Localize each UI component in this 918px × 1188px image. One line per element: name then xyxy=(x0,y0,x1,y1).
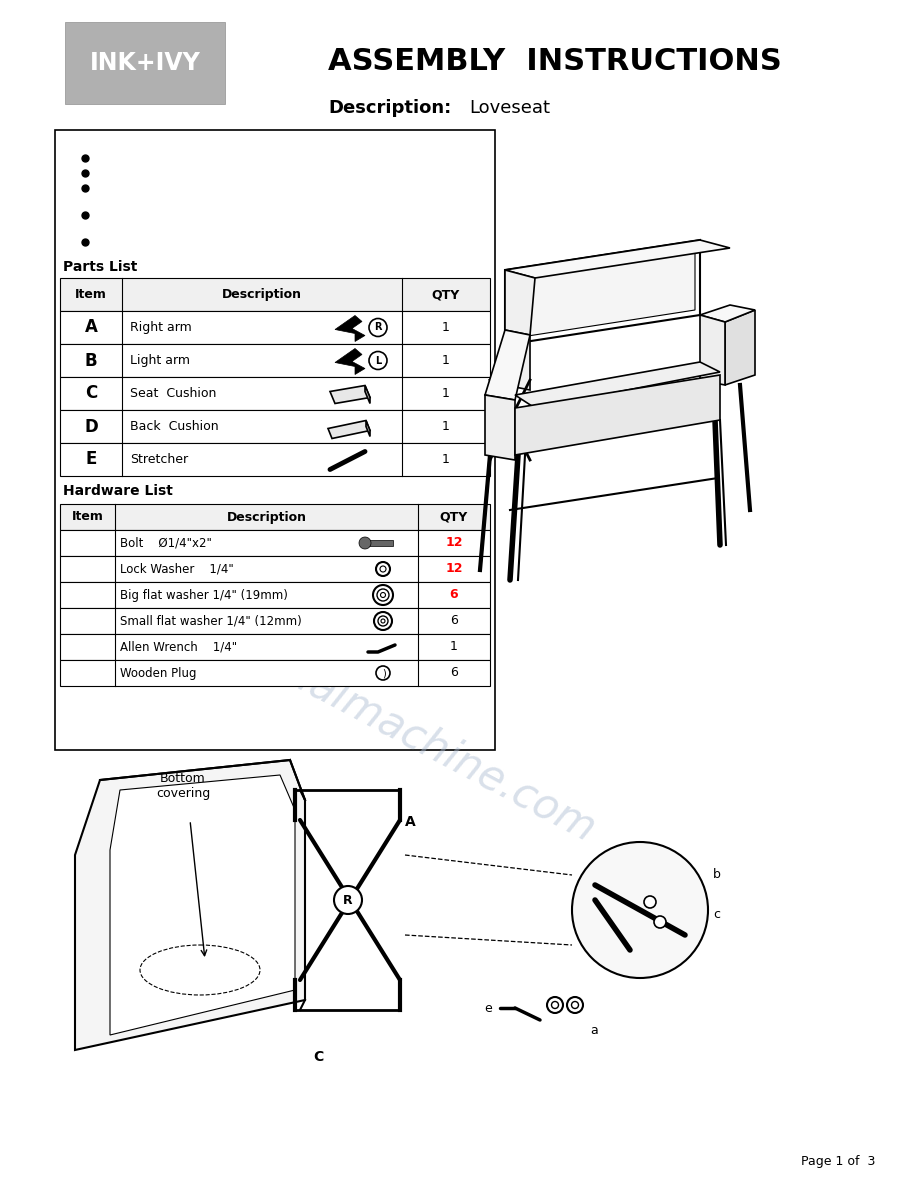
Polygon shape xyxy=(515,362,720,407)
Text: Stretcher: Stretcher xyxy=(130,453,188,466)
Text: 6: 6 xyxy=(450,666,458,680)
Text: Description:: Description: xyxy=(329,99,452,116)
Polygon shape xyxy=(505,330,530,390)
Bar xyxy=(60,377,490,410)
Polygon shape xyxy=(110,775,295,1035)
Text: Page 1 of  3: Page 1 of 3 xyxy=(800,1155,875,1168)
Text: R: R xyxy=(343,893,353,906)
Circle shape xyxy=(334,886,362,914)
Text: manualmachine.com: manualmachine.com xyxy=(197,609,603,851)
Bar xyxy=(60,556,490,582)
Text: D: D xyxy=(84,417,98,436)
Polygon shape xyxy=(515,375,720,455)
Text: C: C xyxy=(84,385,97,403)
Text: Hardware List: Hardware List xyxy=(63,484,173,498)
Bar xyxy=(65,23,225,105)
Bar xyxy=(60,311,490,345)
Circle shape xyxy=(359,537,371,549)
Text: Description: Description xyxy=(227,511,307,524)
Polygon shape xyxy=(330,385,370,404)
Text: 1: 1 xyxy=(442,421,450,432)
Circle shape xyxy=(572,1001,578,1009)
Text: Back  Cushion: Back Cushion xyxy=(130,421,218,432)
Circle shape xyxy=(380,565,386,571)
Text: c: c xyxy=(713,909,720,922)
Text: Item: Item xyxy=(72,511,104,524)
Text: b: b xyxy=(713,868,721,881)
Bar xyxy=(60,530,490,556)
Bar xyxy=(60,443,490,476)
Text: 6: 6 xyxy=(450,614,458,627)
Text: R: R xyxy=(375,322,382,333)
Text: B: B xyxy=(84,352,97,369)
Polygon shape xyxy=(515,252,695,339)
Bar xyxy=(60,582,490,608)
Polygon shape xyxy=(75,760,305,1050)
Text: Allen Wrench    1/4": Allen Wrench 1/4" xyxy=(120,640,237,653)
Bar xyxy=(60,345,490,377)
Text: QTY: QTY xyxy=(431,287,460,301)
Circle shape xyxy=(381,619,385,623)
Text: Bottom
covering: Bottom covering xyxy=(156,772,210,800)
Text: 1: 1 xyxy=(450,640,458,653)
Text: L: L xyxy=(375,355,381,366)
Text: 6: 6 xyxy=(450,588,458,601)
Polygon shape xyxy=(365,385,370,404)
Bar xyxy=(60,608,490,634)
Polygon shape xyxy=(335,348,365,374)
Polygon shape xyxy=(725,310,755,385)
Text: A: A xyxy=(84,318,97,336)
Bar xyxy=(365,541,393,546)
Text: 1: 1 xyxy=(442,321,450,334)
Circle shape xyxy=(380,593,386,598)
Polygon shape xyxy=(505,240,700,345)
Bar xyxy=(60,634,490,661)
Text: 12: 12 xyxy=(445,537,463,550)
Text: Loveseat: Loveseat xyxy=(469,99,551,116)
Text: ): ) xyxy=(382,669,386,680)
Bar xyxy=(60,504,490,530)
Text: Small flat washer 1/4" (12mm): Small flat washer 1/4" (12mm) xyxy=(120,614,302,627)
Bar xyxy=(60,661,490,685)
Polygon shape xyxy=(335,316,365,341)
Bar xyxy=(60,278,490,311)
Circle shape xyxy=(572,842,708,978)
Text: Description: Description xyxy=(222,287,302,301)
Polygon shape xyxy=(366,421,370,436)
Text: ASSEMBLY  INSTRUCTIONS: ASSEMBLY INSTRUCTIONS xyxy=(328,48,782,76)
Text: Wooden Plug: Wooden Plug xyxy=(120,666,196,680)
Bar xyxy=(55,129,495,750)
Polygon shape xyxy=(485,394,515,460)
Text: A: A xyxy=(405,815,416,829)
Text: Parts List: Parts List xyxy=(63,260,138,274)
Polygon shape xyxy=(505,240,730,278)
Text: QTY: QTY xyxy=(440,511,468,524)
Text: Lock Washer    1/4": Lock Washer 1/4" xyxy=(120,562,234,575)
Polygon shape xyxy=(700,305,755,322)
Text: Right arm: Right arm xyxy=(130,321,192,334)
Polygon shape xyxy=(505,270,535,335)
Text: 1: 1 xyxy=(442,453,450,466)
Polygon shape xyxy=(485,330,530,400)
Circle shape xyxy=(654,916,666,928)
Polygon shape xyxy=(328,421,370,438)
Circle shape xyxy=(644,896,656,908)
Bar xyxy=(60,410,490,443)
Text: Big flat washer 1/4" (19mm): Big flat washer 1/4" (19mm) xyxy=(120,588,288,601)
Text: a: a xyxy=(590,1024,598,1036)
Text: C: C xyxy=(313,1050,323,1064)
Polygon shape xyxy=(700,315,725,385)
Circle shape xyxy=(552,1001,558,1009)
Text: Seat  Cushion: Seat Cushion xyxy=(130,387,217,400)
Text: 1: 1 xyxy=(442,354,450,367)
Text: Bolt    Ø1/4"x2": Bolt Ø1/4"x2" xyxy=(120,537,212,550)
Text: 12: 12 xyxy=(445,562,463,575)
Text: INK+IVY: INK+IVY xyxy=(90,51,200,75)
Text: E: E xyxy=(85,450,96,468)
Text: Light arm: Light arm xyxy=(130,354,190,367)
Text: 1: 1 xyxy=(442,387,450,400)
Text: e: e xyxy=(485,1001,492,1015)
Text: Item: Item xyxy=(75,287,106,301)
